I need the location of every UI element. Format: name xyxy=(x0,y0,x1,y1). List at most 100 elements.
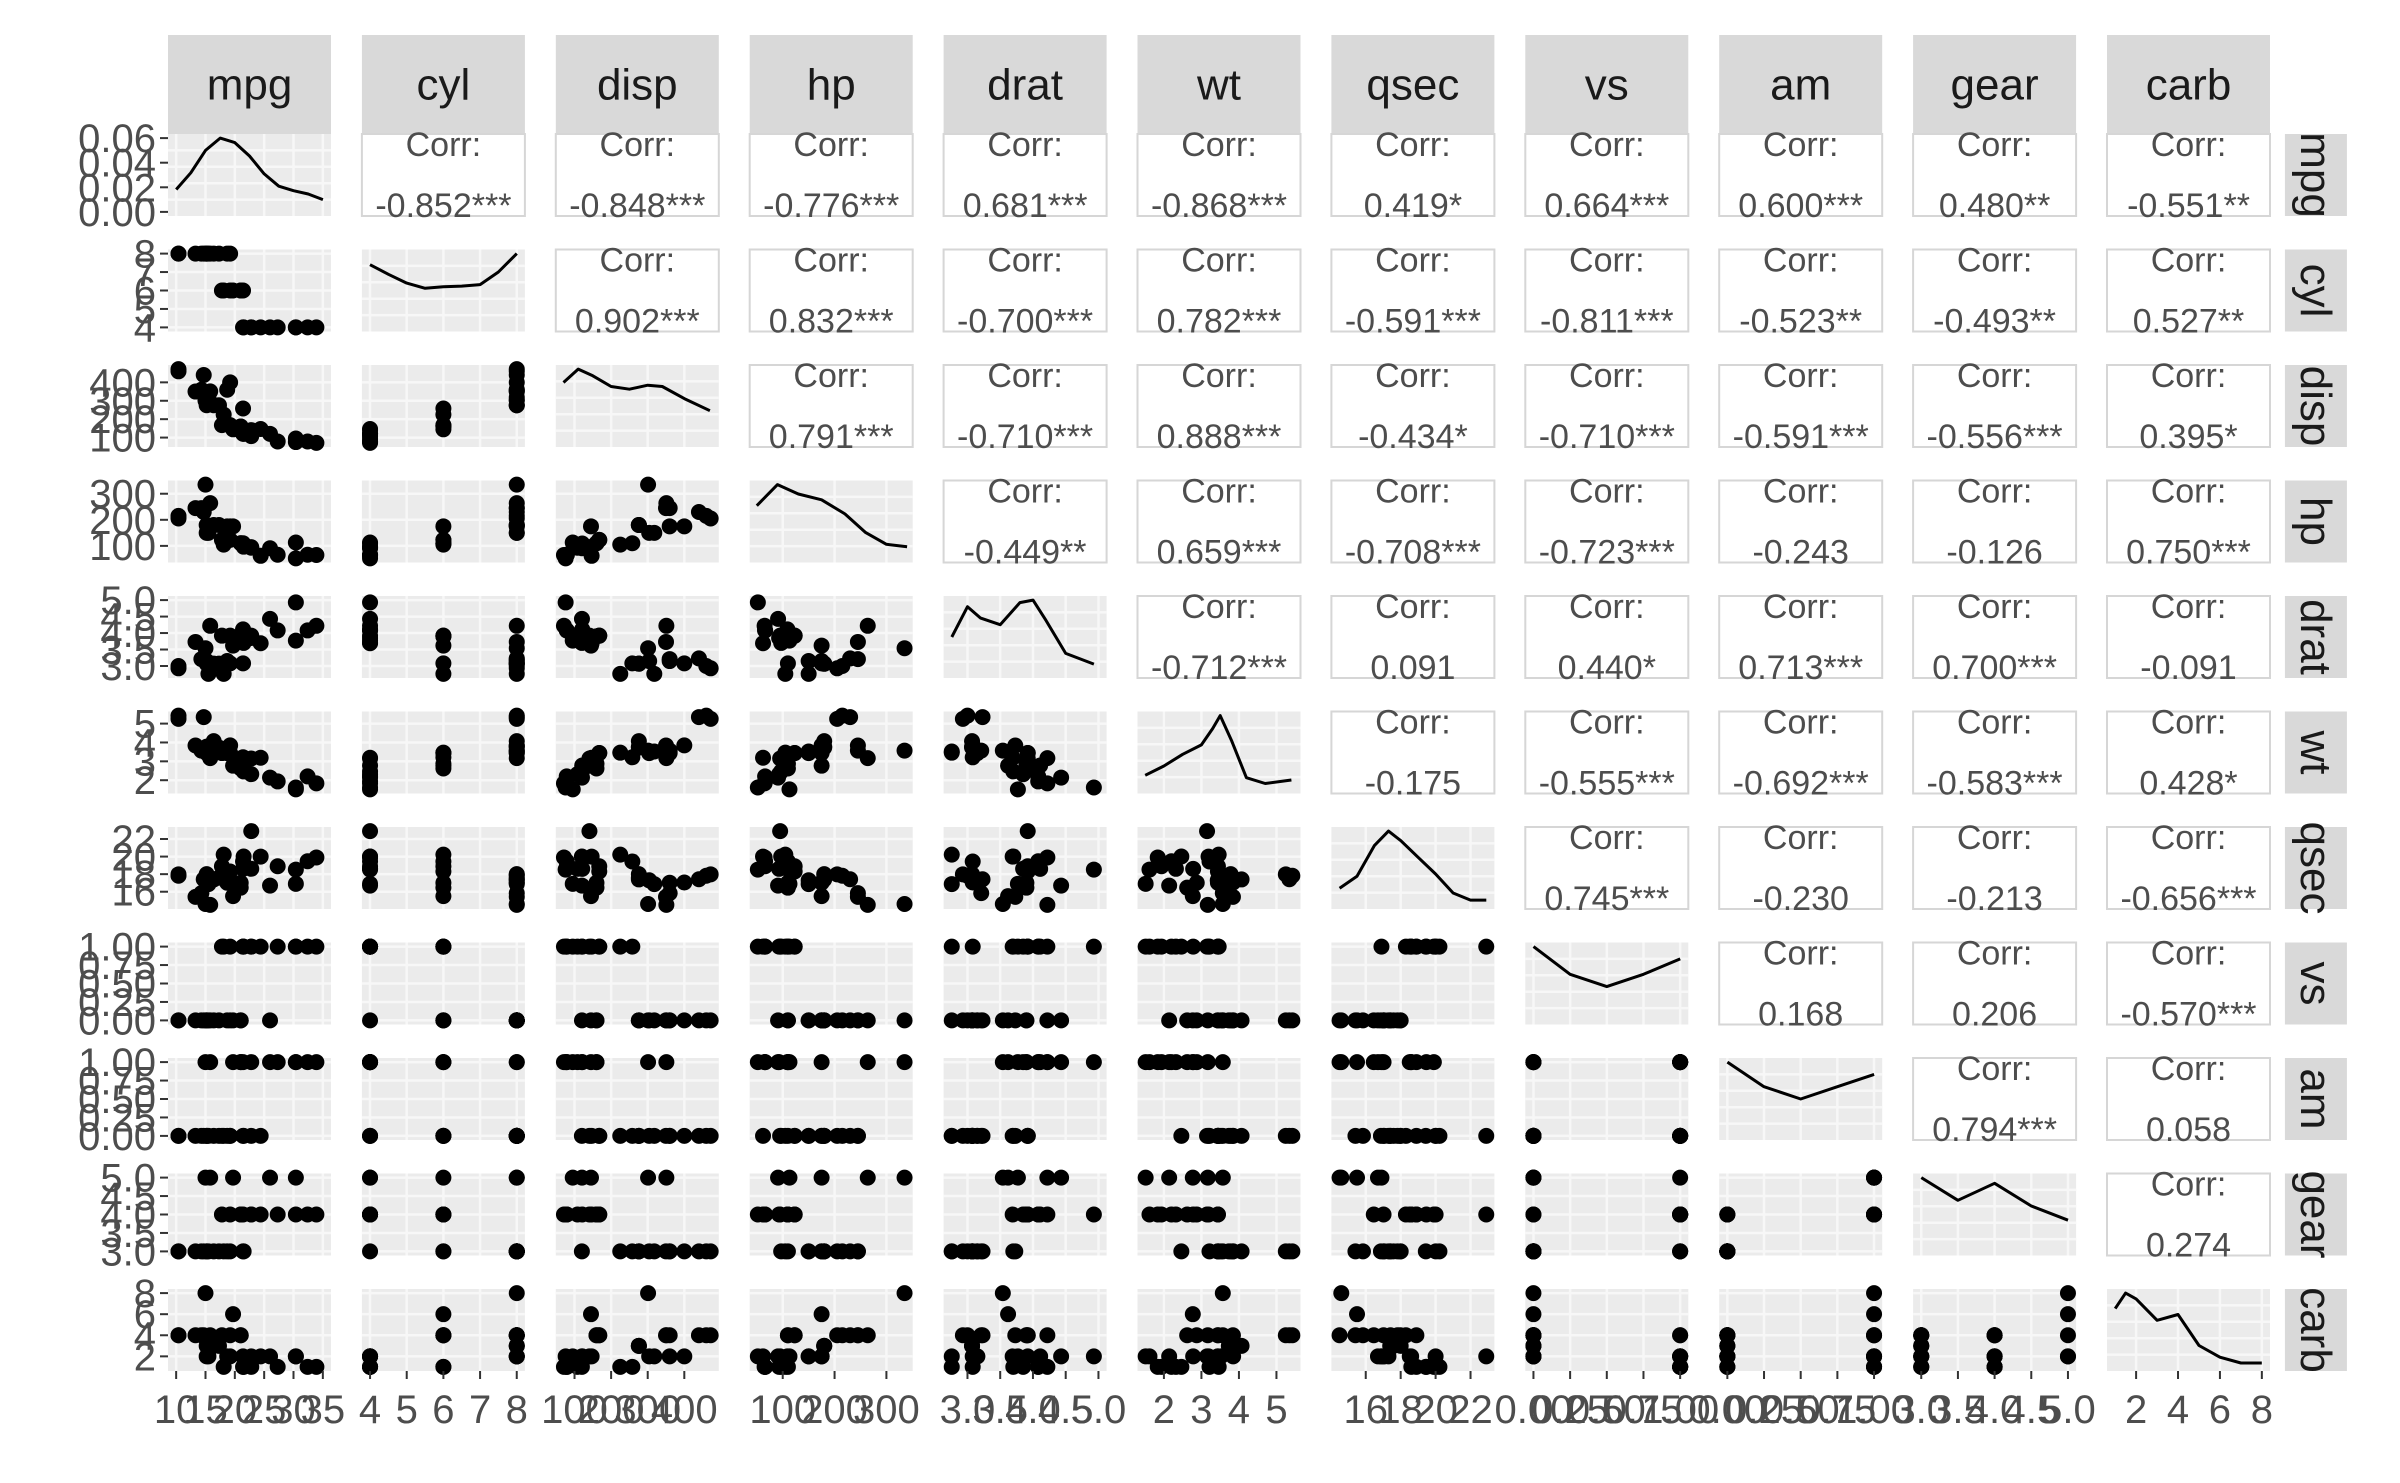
strip-col-cyl: cyl xyxy=(361,35,525,134)
scatter-point xyxy=(243,823,260,840)
y-tick-label: 1.00 xyxy=(78,926,156,970)
panel-cyl-mpg xyxy=(168,245,331,336)
corr-value: 0.527** xyxy=(2133,303,2245,341)
scatter-point xyxy=(1161,877,1178,894)
scatter-point xyxy=(1375,1206,1392,1223)
corr-panel-bg xyxy=(1912,479,2078,564)
scatter-point xyxy=(197,742,214,759)
corr-value: -0.811*** xyxy=(1540,303,1674,341)
scatter-point xyxy=(964,1012,981,1029)
panel-gear-hp xyxy=(749,1169,913,1260)
scatter-point xyxy=(170,1012,187,1029)
x-tick-label: 300 xyxy=(853,1388,920,1432)
corr-value: -0.710*** xyxy=(957,418,1093,456)
scatter-point xyxy=(640,1054,657,1071)
panel-vs-vs xyxy=(1525,942,1689,1025)
panel-cyl-drat: Corr: -0.700*** xyxy=(942,242,1108,341)
panel-am-cyl xyxy=(361,1054,525,1144)
strip-row-qsec: qsec xyxy=(2284,822,2347,914)
scatter-point xyxy=(435,757,452,774)
scatter-point xyxy=(362,1348,379,1365)
scatter-point xyxy=(943,876,960,893)
scatter-point xyxy=(1214,1012,1231,1029)
scatter-point xyxy=(202,1327,219,1344)
scatter-point xyxy=(581,823,598,840)
corr-value: -0.723*** xyxy=(1539,534,1675,572)
scatter-point xyxy=(591,938,608,955)
scatter-point xyxy=(308,775,325,792)
strip-row-bg xyxy=(2284,365,2347,447)
scatter-point xyxy=(362,875,379,892)
corr-panel-bg xyxy=(1330,479,1496,564)
scatter-point xyxy=(287,430,304,447)
corr-value: -0.449** xyxy=(964,534,1087,572)
strip-col-bg xyxy=(555,35,719,134)
panel-gear-qsec xyxy=(1331,1169,1495,1260)
scatter-point xyxy=(262,610,279,627)
corr-panel-bg xyxy=(1136,479,1302,564)
scatter-point xyxy=(198,524,215,541)
strip-col-label: gear xyxy=(1951,61,2039,110)
panel-carb-qsec xyxy=(1331,1285,1495,1375)
strip-row-label: hp xyxy=(2291,497,2340,546)
scatter-point xyxy=(690,503,707,520)
scatter-point xyxy=(640,640,657,657)
panel-cyl-disp: Corr: 0.902*** xyxy=(554,242,720,341)
corr-panel-bg xyxy=(1524,826,1690,910)
scatter-point xyxy=(640,476,657,493)
panel-qsec-vs: Corr: 0.745*** xyxy=(1524,819,1690,918)
y-tick-label: 22 xyxy=(112,818,157,862)
scatter-point xyxy=(1214,1285,1231,1302)
strip-col-drat: drat xyxy=(943,35,1107,134)
strip-col-bg xyxy=(168,35,331,134)
scatter-point xyxy=(770,1012,787,1029)
panel-vs-wt xyxy=(1137,938,1301,1029)
scatter-point xyxy=(1281,1327,1298,1344)
scatter-point xyxy=(800,665,817,682)
scatter-point xyxy=(1403,1206,1420,1223)
scatter-point xyxy=(1007,737,1024,754)
x-tick-label: 3.5 xyxy=(972,1388,1028,1432)
scatter-point xyxy=(225,888,242,905)
corr-value: 0.058 xyxy=(2146,1111,2231,1149)
scatter-point xyxy=(896,1012,913,1029)
scatter-point xyxy=(1000,1306,1017,1323)
corr-value: 0.782*** xyxy=(1157,303,1282,341)
corr-panel-bg xyxy=(1718,133,1884,217)
corr-label: Corr: xyxy=(1957,1050,2033,1088)
scatter-point xyxy=(222,1127,239,1144)
scatter-point xyxy=(1185,1206,1202,1223)
scatter-point xyxy=(1866,1327,1883,1344)
scatter-point xyxy=(964,853,981,870)
scatter-point xyxy=(2059,1327,2076,1344)
x-tick-label: 200 xyxy=(801,1388,868,1432)
scatter-point xyxy=(896,1054,913,1071)
x-tick-label: 2 xyxy=(1153,1388,1175,1432)
scatter-point xyxy=(813,874,830,891)
scatter-point xyxy=(222,655,239,672)
scatter-point xyxy=(1137,875,1154,892)
scatter-point xyxy=(779,938,796,955)
scatter-point xyxy=(974,1327,991,1344)
scatter-point xyxy=(1009,781,1026,798)
scatter-point xyxy=(1153,938,1170,955)
scatter-point xyxy=(235,938,252,955)
scatter-point xyxy=(573,1127,590,1144)
scatter-point xyxy=(1032,1054,1049,1071)
scatter-point xyxy=(781,781,798,798)
strip-row-gear: gear xyxy=(2284,1170,2347,1259)
panel-vs-mpg xyxy=(168,938,331,1029)
scatter-point xyxy=(287,594,304,611)
corr-label: Corr: xyxy=(2151,588,2227,626)
corr-label: Corr: xyxy=(2151,819,2227,857)
scatter-point xyxy=(1214,896,1231,913)
strip-row-wt: wt xyxy=(2284,711,2347,794)
scatter-point xyxy=(612,536,629,553)
corr-label: Corr: xyxy=(1181,473,1257,511)
panel-wt-carb: Corr: 0.428* xyxy=(2106,704,2271,803)
strip-col-hp: hp xyxy=(749,35,913,134)
scatter-point xyxy=(435,531,452,548)
scatter-point xyxy=(222,374,239,391)
scatter-point xyxy=(943,1127,960,1144)
scatter-point xyxy=(1137,938,1154,955)
